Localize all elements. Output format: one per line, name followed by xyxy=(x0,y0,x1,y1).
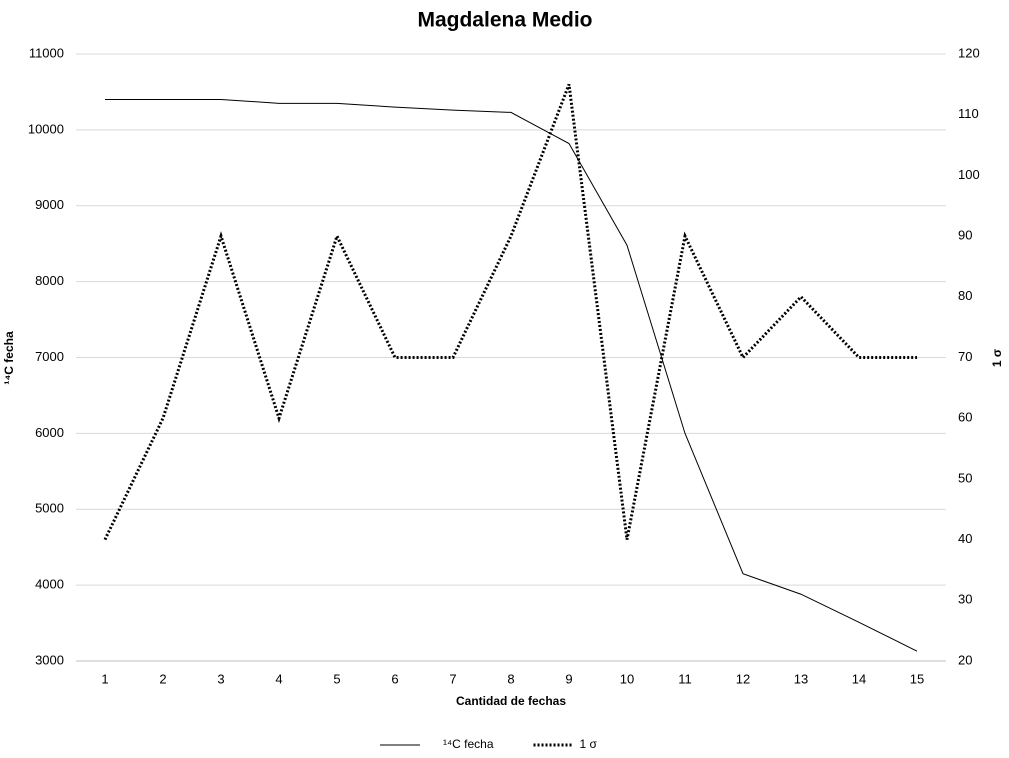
y-tick-label: 11000 xyxy=(29,45,64,60)
x-tick-label: 6 xyxy=(391,671,398,686)
y-tick-label: 4000 xyxy=(35,577,64,592)
y2-axis-label: 1 σ xyxy=(990,349,1004,367)
x-tick-label: 1 xyxy=(101,671,108,686)
x-tick-label: 2 xyxy=(159,671,166,686)
series-line xyxy=(103,83,917,541)
x-tick-label: 7 xyxy=(449,671,456,686)
y-tick-label: 5000 xyxy=(35,501,64,516)
x-tick-label: 10 xyxy=(620,671,634,686)
series-line xyxy=(105,99,918,652)
x-tick-label: 9 xyxy=(565,671,572,686)
y2-tick-label: 80 xyxy=(958,288,972,303)
y2-tick-label: 50 xyxy=(958,470,972,485)
x-axis-label: Cantidad de fechas xyxy=(456,694,566,708)
x-tick-label: 5 xyxy=(333,671,340,686)
legend-label: 1 σ xyxy=(580,737,598,751)
x-tick-label: 15 xyxy=(910,671,924,686)
x-tick-label: 4 xyxy=(275,671,282,686)
x-tick-label: 12 xyxy=(736,671,750,686)
x-tick-label: 3 xyxy=(217,671,224,686)
y2-tick-label: 120 xyxy=(958,45,980,60)
legend-label: ¹⁴C fecha xyxy=(443,737,494,751)
y-tick-label: 8000 xyxy=(35,273,64,288)
y2-tick-label: 90 xyxy=(958,228,972,243)
y-tick-label: 10000 xyxy=(28,121,64,136)
y2-tick-label: 40 xyxy=(958,531,972,546)
y-tick-label: 7000 xyxy=(35,349,64,364)
y2-tick-label: 60 xyxy=(958,410,972,425)
y2-tick-label: 20 xyxy=(958,652,972,667)
y-tick-label: 3000 xyxy=(35,652,64,667)
y-tick-label: 9000 xyxy=(35,197,64,212)
y-tick-label: 6000 xyxy=(35,425,64,440)
y2-tick-label: 110 xyxy=(958,106,979,121)
x-tick-label: 11 xyxy=(678,671,692,686)
x-tick-label: 13 xyxy=(794,671,808,686)
x-tick-label: 14 xyxy=(852,671,866,686)
y2-tick-label: 30 xyxy=(958,592,972,607)
y2-tick-label: 100 xyxy=(958,167,980,182)
chart-title: Magdalena Medio xyxy=(417,9,592,32)
y2-tick-label: 70 xyxy=(958,349,972,364)
x-tick-label: 8 xyxy=(507,671,514,686)
y-axis-label: ¹⁴C fecha xyxy=(2,331,16,385)
